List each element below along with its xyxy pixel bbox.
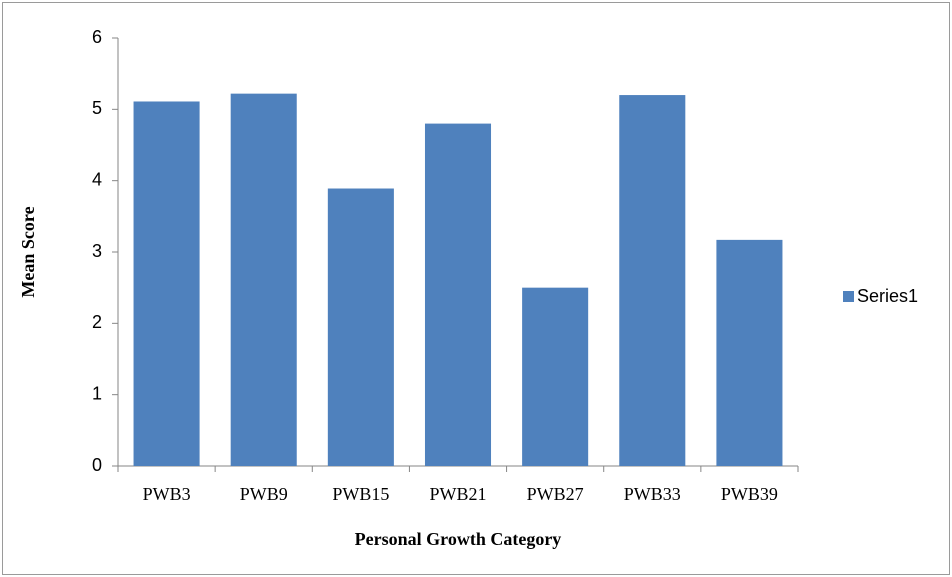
y-tick-label: 1 [92,383,102,403]
bar [230,93,297,466]
x-tick-label: PWB21 [429,484,486,504]
legend-swatch [843,291,854,302]
x-tick-label: PWB15 [332,484,389,504]
y-tick-label: 3 [92,241,102,261]
bar [716,239,783,466]
x-tick-label: PWB3 [143,484,191,504]
bar [133,101,200,466]
x-tick-label: PWB27 [527,484,584,504]
y-tick-label: 6 [92,27,102,47]
y-axis-title: Mean Score [18,206,38,297]
y-tick-label: 0 [92,455,102,475]
bar [327,188,394,466]
bar [424,123,492,466]
y-tick-label: 4 [92,169,102,189]
x-tick-label: PWB39 [721,484,778,504]
y-tick-label: 2 [92,312,102,332]
x-tick-label: PWB33 [624,484,681,504]
bar [522,287,589,466]
bar [619,95,686,467]
x-axis-title: Personal Growth Category [355,529,562,549]
x-tick-label: PWB9 [240,484,288,504]
legend-label: Series1 [857,286,918,306]
y-tick-label: 5 [92,98,102,118]
